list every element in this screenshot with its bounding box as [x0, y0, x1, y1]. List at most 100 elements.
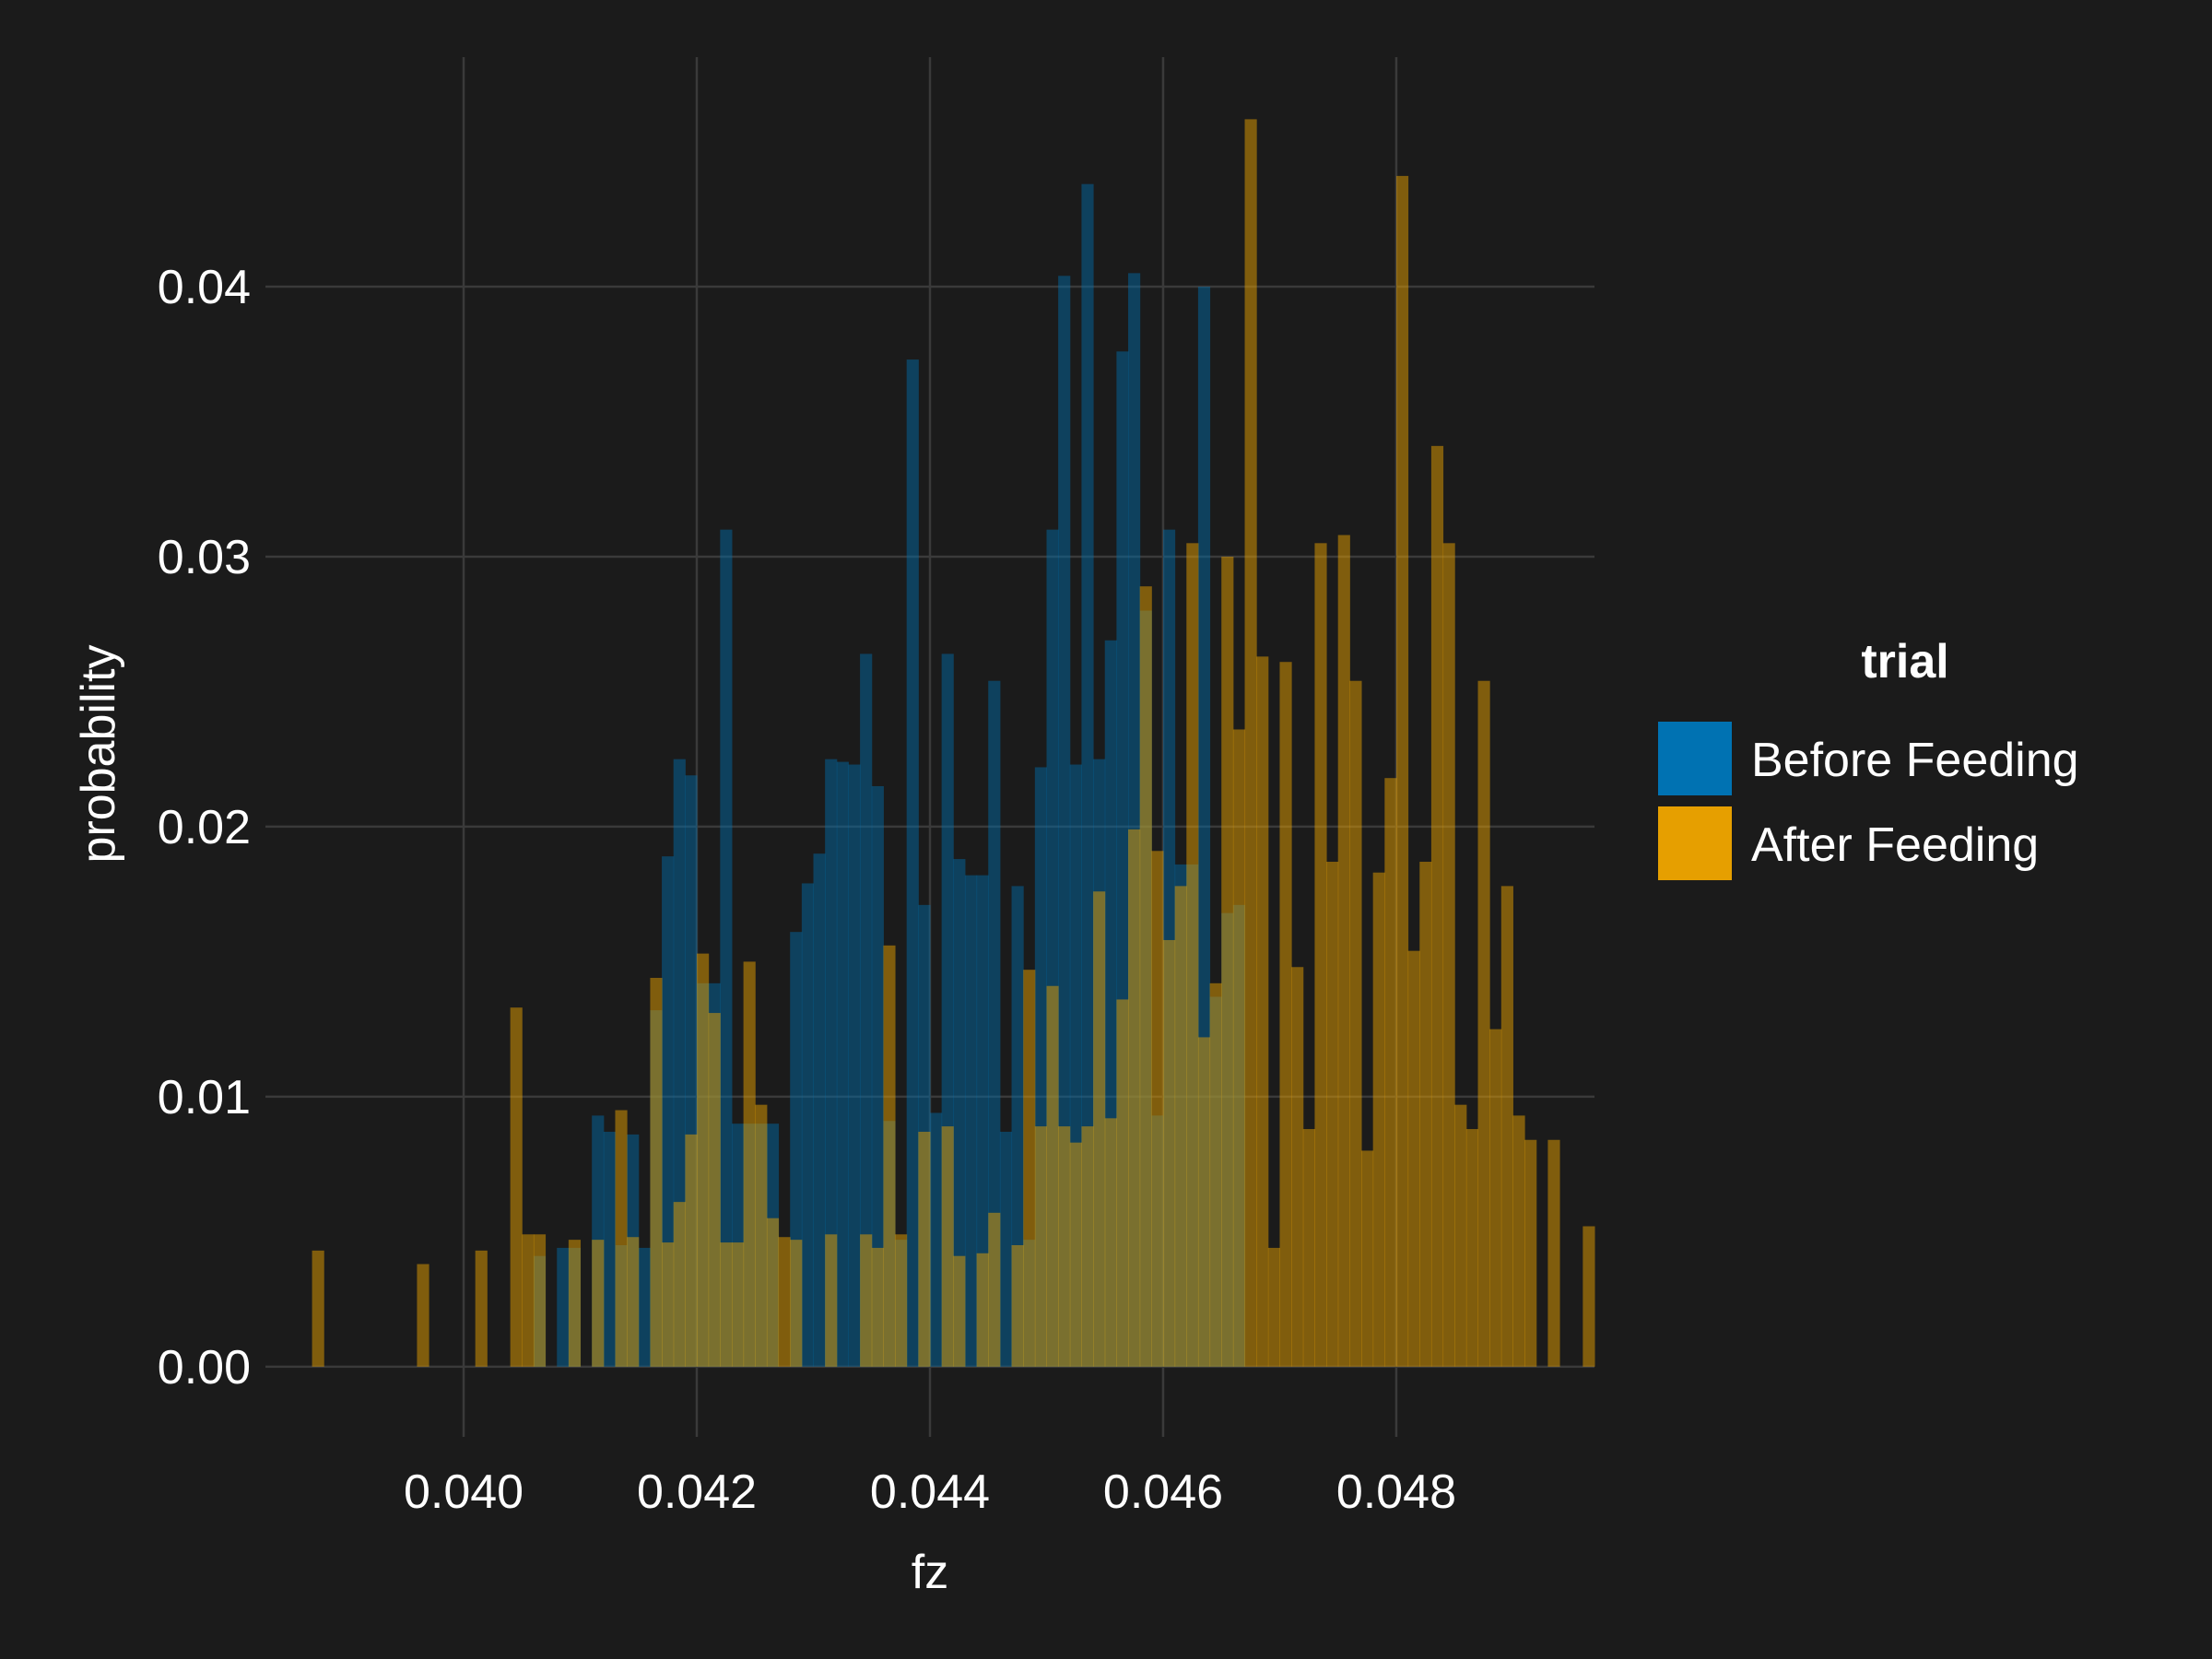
bar-1-71 — [1139, 586, 1152, 1367]
bar-1-34 — [708, 1013, 721, 1367]
bar-1-60 — [1011, 1245, 1024, 1367]
y-tick-label-3: 0.03 — [158, 531, 251, 584]
bar-1-24 — [592, 1240, 605, 1367]
bar-1-97 — [1442, 543, 1455, 1367]
x-axis-title: fz — [912, 1546, 948, 1599]
bar-1-95 — [1419, 862, 1432, 1367]
bar-1-85 — [1302, 1129, 1315, 1367]
bar-0-23 — [801, 883, 815, 1367]
bar-1-101 — [1489, 1029, 1502, 1367]
bar-1-87 — [1326, 862, 1339, 1367]
bar-1-103 — [1512, 1115, 1525, 1367]
bar-0-9 — [638, 1247, 651, 1367]
legend-swatch-before-feeding — [1658, 722, 1732, 795]
bar-1-40 — [778, 1237, 791, 1367]
bar-1-32 — [685, 1134, 698, 1367]
x-tick-label-0: 0.040 — [404, 1465, 524, 1519]
bar-1-81 — [1256, 656, 1269, 1367]
bar-1-9 — [417, 1264, 429, 1367]
bar-1-57 — [976, 1253, 989, 1367]
bar-1-41 — [790, 1240, 803, 1367]
legend-label-after-feeding: After Feeding — [1751, 818, 2039, 872]
bar-1-66 — [1081, 1126, 1094, 1367]
bar-1-102 — [1500, 886, 1513, 1367]
bar-1-38 — [755, 1104, 768, 1367]
bar-1-27 — [627, 1237, 640, 1367]
bar-1-104 — [1524, 1139, 1537, 1367]
bar-0-28 — [860, 653, 873, 1367]
bar-0-45 — [1058, 276, 1071, 1367]
bar-0-26 — [836, 761, 849, 1367]
legend: trial Before Feeding After Feeding — [1658, 635, 2079, 880]
bar-1-18 — [522, 1234, 535, 1367]
bar-1-30 — [662, 1242, 675, 1367]
series-1 — [312, 119, 1595, 1367]
bar-1-83 — [1279, 662, 1292, 1367]
histogram-bars — [312, 119, 1595, 1367]
bar-0-6 — [603, 1131, 616, 1367]
bar-1-68 — [1104, 1118, 1117, 1367]
bar-0-2 — [557, 1247, 570, 1367]
bar-1-69 — [1116, 999, 1129, 1367]
bar-1-91 — [1372, 872, 1385, 1367]
bar-0-36 — [953, 859, 966, 1367]
y-tick-label-2: 0.02 — [158, 801, 251, 854]
bar-0-39 — [988, 680, 1001, 1367]
bar-0-37 — [964, 875, 978, 1367]
bar-1-29 — [650, 977, 663, 1367]
legend-title: trial — [1861, 635, 1948, 688]
bar-1-52 — [918, 1131, 931, 1367]
bar-1-67 — [1093, 891, 1106, 1367]
bar-1-19 — [533, 1234, 547, 1367]
bar-0-11 — [662, 856, 675, 1367]
bar-1-47 — [860, 1234, 873, 1367]
bar-1-48 — [871, 1247, 884, 1367]
y-tick-label-4: 0.04 — [158, 261, 251, 314]
bar-1-100 — [1477, 680, 1490, 1367]
bar-1-77 — [1209, 982, 1222, 1367]
legend-swatch-after-feeding — [1658, 806, 1732, 880]
bar-1-61 — [1023, 970, 1036, 1367]
bar-1-54 — [941, 1126, 954, 1367]
bar-0-16 — [720, 529, 733, 1367]
bar-0-38 — [976, 875, 989, 1367]
bar-1-36 — [731, 1242, 745, 1367]
bar-1-39 — [766, 1218, 780, 1367]
bar-1-98 — [1454, 1104, 1467, 1367]
bar-1-72 — [1151, 851, 1164, 1367]
bar-1-70 — [1128, 829, 1141, 1367]
bar-1-50 — [895, 1234, 908, 1367]
y-axis-ticks: 0.00 0.01 0.02 0.03 0.04 — [158, 261, 251, 1394]
bar-1-86 — [1314, 543, 1327, 1367]
bar-1-65 — [1069, 1142, 1082, 1367]
bar-1-31 — [673, 1202, 686, 1367]
bar-0-47 — [1081, 183, 1094, 1367]
bar-1-94 — [1407, 950, 1420, 1367]
x-tick-label-3: 0.046 — [1103, 1465, 1223, 1519]
bar-1-64 — [1058, 1126, 1071, 1367]
bar-0-40 — [999, 1131, 1013, 1367]
bar-1-84 — [1291, 967, 1304, 1367]
bar-1-14 — [475, 1250, 488, 1367]
bar-1-92 — [1384, 778, 1397, 1367]
bar-0-25 — [825, 759, 838, 1367]
bar-1-26 — [615, 1110, 628, 1367]
bar-1-82 — [1267, 1247, 1280, 1367]
bar-1-76 — [1197, 1037, 1211, 1367]
bar-1-109 — [1583, 1226, 1595, 1367]
bar-1-44 — [825, 1234, 838, 1367]
bar-1-79 — [1232, 729, 1246, 1367]
bar-1-58 — [988, 1212, 1001, 1367]
x-tick-label-1: 0.042 — [637, 1465, 757, 1519]
bar-1-89 — [1349, 680, 1362, 1367]
bar-1-62 — [1034, 1126, 1047, 1367]
bar-1-33 — [697, 953, 710, 1367]
x-tick-label-4: 0.048 — [1336, 1465, 1456, 1519]
bar-1-88 — [1337, 535, 1350, 1367]
bar-1-90 — [1361, 1150, 1374, 1367]
x-axis-ticks: 0.040 0.042 0.044 0.046 0.048 — [404, 1465, 1456, 1519]
y-tick-label-0: 0.00 — [158, 1341, 251, 1394]
bar-0-32 — [906, 359, 919, 1367]
